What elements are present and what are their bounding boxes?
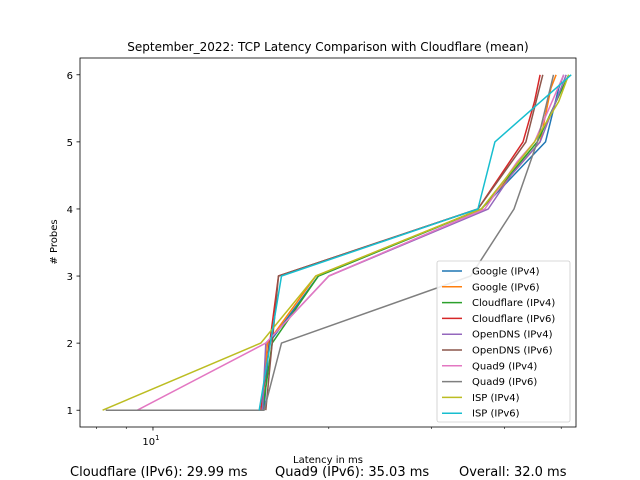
y-tick-label-1: 2 (67, 339, 73, 350)
legend-label-4: OpenDNS (IPv4) (472, 330, 553, 341)
x-tick-label-0: 101 (142, 434, 159, 448)
series-layer (102, 74, 572, 411)
series-line-3 (260, 74, 541, 411)
y-tick-label-3: 4 (67, 205, 73, 216)
legend-label-0: Google (IPv4) (472, 267, 540, 278)
y-tick-label-2: 3 (67, 272, 73, 283)
legend-label-9: ISP (IPv6) (472, 409, 520, 420)
x-axis-label: Latency in ms (293, 455, 363, 466)
y-tick-label-5: 6 (67, 71, 73, 82)
footer-overall: Overall: 32.0 ms (459, 465, 567, 480)
y-tick-label-0: 1 (67, 406, 73, 417)
legend-label-8: ISP (IPv4) (472, 393, 520, 404)
legend-label-2: Cloudflare (IPv4) (472, 298, 555, 309)
y-tick-label-4: 5 (67, 138, 73, 149)
legend-label-1: Google (IPv6) (472, 282, 540, 293)
series-line-8 (102, 74, 570, 411)
axis-layer: 1 2 3 4 5 6 101 (67, 71, 562, 448)
y-axis-label: # Probes (49, 219, 60, 264)
legend: Google (IPv4) Google (IPv6) Cloudflare (IP… (436, 260, 571, 423)
legend-box (436, 260, 571, 423)
legend-label-3: Cloudflare (IPv6) (472, 314, 555, 325)
plot-frame (79, 57, 577, 428)
chart-title: September_2022: TCP Latency Comparison w… (127, 40, 528, 54)
legend-label-7: Quad9 (IPv6) (472, 377, 537, 388)
legend-label-6: Quad9 (IPv4) (472, 361, 537, 372)
series-line-9 (258, 74, 572, 411)
legend-label-5: OpenDNS (IPv6) (472, 346, 553, 357)
footer-quad9-ipv6: Quad9 (IPv6): 35.03 ms (275, 465, 430, 480)
footer-cloudflare-ipv6: Cloudflare (IPv6): 29.99 ms (70, 465, 248, 480)
